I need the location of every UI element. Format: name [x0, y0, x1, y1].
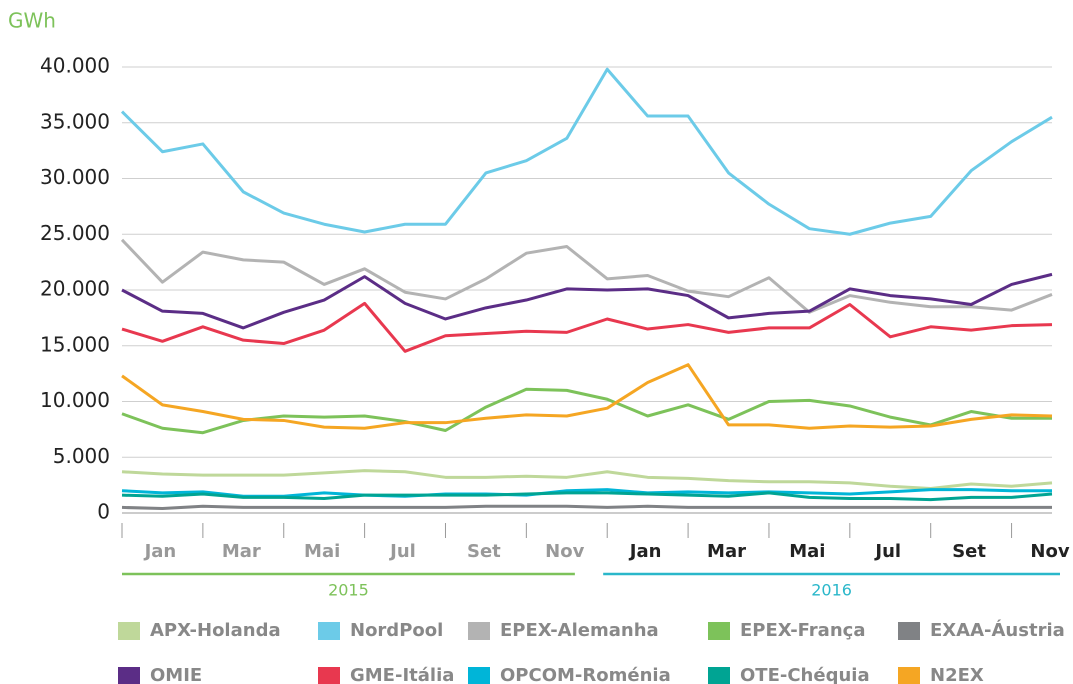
legend-swatch	[118, 667, 140, 684]
y-axis-label: GWh	[8, 9, 56, 33]
legend-label: GME-Itália	[350, 665, 454, 684]
legend-swatch	[708, 622, 730, 640]
x-tick-label: Jan	[143, 541, 177, 562]
y-tick-label: 0	[97, 500, 110, 524]
y-tick-label: 30.000	[40, 165, 110, 189]
x-tick-label: Mai	[304, 541, 340, 562]
x-tick-label: Mar	[707, 541, 746, 562]
legend-label: EPEX-França	[740, 620, 865, 641]
x-tick-label: Jul	[873, 541, 901, 562]
line	[121, 301, 1053, 353]
legend-swatch	[318, 622, 340, 640]
line	[121, 363, 1053, 430]
x-tick-label: Mai	[789, 541, 825, 562]
legend-label: N2EX	[930, 665, 984, 684]
y-tick-label: 10.000	[40, 388, 110, 412]
line	[121, 504, 1052, 511]
group-label: 2015	[328, 581, 369, 600]
legend-label: OPCOM-Roménia	[500, 665, 671, 684]
group-label: 2016	[811, 581, 852, 600]
legend-swatch	[468, 622, 490, 640]
legend-swatch	[898, 667, 920, 684]
x-tick-label: Mar	[222, 541, 261, 562]
y-tick-label: 25.000	[40, 221, 110, 245]
legend-label: NordPool	[350, 620, 443, 641]
line	[121, 272, 1053, 330]
y-tick-label: 35.000	[40, 109, 110, 133]
legend-label: OTE-Chéquia	[740, 665, 870, 684]
x-tick-label: Nov	[1030, 541, 1069, 562]
line	[121, 387, 1052, 435]
x-tick-label: Jul	[388, 541, 416, 562]
legend-label: EPEX-Alemanha	[500, 620, 659, 641]
legend-label: EXAA-Áustria	[930, 619, 1065, 641]
x-tick-label: Jan	[628, 541, 662, 562]
y-tick-label: 40.000	[40, 54, 110, 78]
legend-swatch	[708, 667, 730, 684]
y-tick-label: 5.000	[53, 444, 110, 468]
line	[120, 67, 1053, 236]
x-tick-label: Set	[467, 541, 501, 562]
line	[120, 238, 1053, 314]
y-tick-label: 20.000	[40, 277, 110, 301]
line	[121, 491, 1053, 502]
x-tick-label: Set	[952, 541, 986, 562]
x-tick-label: Nov	[545, 541, 584, 562]
legend-swatch	[118, 622, 140, 640]
legend-label: APX-Holanda	[150, 620, 281, 641]
legend-swatch	[468, 667, 490, 684]
y-tick-label: 15.000	[40, 332, 110, 356]
legend-swatch	[898, 622, 920, 640]
legend-swatch	[318, 667, 340, 684]
legend-label: OMIE	[150, 665, 202, 684]
line	[121, 469, 1053, 490]
